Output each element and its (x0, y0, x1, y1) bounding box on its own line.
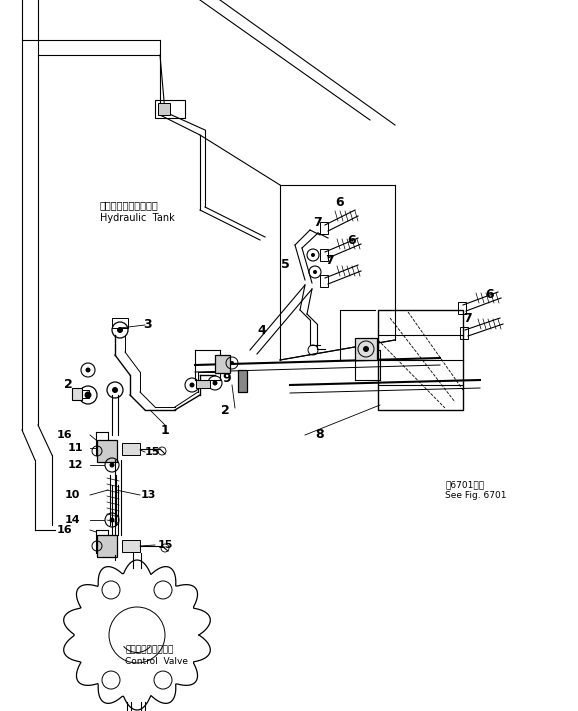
Text: 16: 16 (57, 525, 73, 535)
Text: Hydraulic  Tank: Hydraulic Tank (100, 213, 175, 223)
Text: 3: 3 (144, 319, 153, 331)
Circle shape (84, 392, 91, 398)
Polygon shape (64, 560, 210, 710)
Circle shape (117, 327, 123, 333)
Bar (155, 100, 185, 118)
Bar (97, 440, 117, 462)
Bar (74, 390, 89, 398)
Text: 12: 12 (67, 460, 83, 470)
Circle shape (86, 368, 91, 373)
Circle shape (112, 387, 118, 393)
Bar (72, 388, 82, 400)
Bar (112, 318, 128, 328)
Text: 2: 2 (64, 378, 72, 392)
Bar (458, 302, 466, 314)
Text: 7: 7 (325, 254, 335, 267)
Circle shape (102, 671, 120, 689)
Circle shape (313, 270, 317, 274)
Bar (378, 310, 463, 410)
Bar (122, 540, 140, 552)
Text: 8: 8 (316, 429, 324, 442)
Text: 11: 11 (67, 443, 83, 453)
Text: 16: 16 (57, 430, 73, 440)
Text: See Fig. 6701: See Fig. 6701 (445, 491, 506, 501)
Bar (215, 355, 230, 373)
Circle shape (190, 383, 195, 387)
Text: 9: 9 (223, 372, 231, 385)
Bar (355, 338, 377, 360)
Bar (460, 327, 468, 339)
Circle shape (213, 380, 217, 385)
Bar (97, 535, 117, 557)
Bar (320, 249, 328, 261)
Text: Control  Valve: Control Valve (125, 656, 188, 665)
Text: 10: 10 (64, 490, 80, 500)
Text: 13: 13 (140, 490, 155, 500)
Text: 図6701参照: 図6701参照 (445, 481, 484, 489)
Text: 6: 6 (348, 233, 356, 247)
Bar (158, 103, 170, 115)
Text: 6: 6 (486, 289, 494, 301)
Bar (238, 370, 247, 392)
Text: 15: 15 (157, 540, 173, 550)
Bar (320, 275, 328, 287)
Circle shape (363, 346, 369, 352)
Text: 14: 14 (64, 515, 80, 525)
Bar (196, 380, 210, 388)
Text: 4: 4 (258, 324, 266, 336)
Text: コントロールバルブ: コントロールバルブ (125, 646, 173, 655)
Circle shape (109, 518, 114, 523)
Circle shape (230, 361, 234, 365)
Bar (320, 222, 328, 234)
Text: 7: 7 (464, 311, 472, 324)
Text: 15: 15 (144, 447, 160, 457)
Text: 6: 6 (336, 196, 344, 208)
Circle shape (109, 462, 114, 468)
Circle shape (311, 253, 315, 257)
Text: 2: 2 (221, 404, 229, 417)
Circle shape (102, 581, 120, 599)
Text: 1: 1 (161, 424, 169, 437)
Text: 5: 5 (281, 259, 290, 272)
Circle shape (154, 671, 172, 689)
Circle shape (154, 581, 172, 599)
Text: ハイドロリックタンク: ハイドロリックタンク (100, 200, 159, 210)
Bar (122, 443, 140, 455)
Text: 7: 7 (313, 215, 321, 228)
